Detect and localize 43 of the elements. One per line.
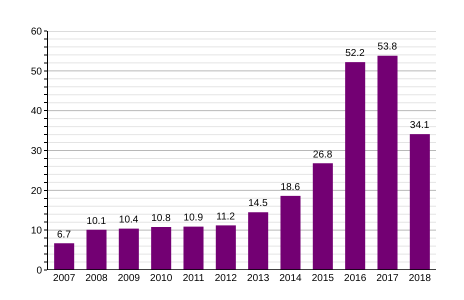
- x-tick-label: 2007: [53, 273, 76, 284]
- bar: [118, 228, 139, 270]
- data-label: 6.7: [56, 229, 72, 240]
- x-tick-label: 2017: [376, 273, 400, 284]
- bar: [216, 225, 236, 270]
- data-label: 26.8: [312, 149, 333, 160]
- data-label: 11.2: [216, 211, 236, 222]
- y-tick-label: 0: [36, 266, 42, 276]
- data-label: 14.5: [248, 198, 268, 210]
- x-tick-label: 2008: [85, 273, 108, 284]
- bar: [345, 62, 366, 270]
- bar: [280, 196, 301, 270]
- data-label: 10.9: [184, 212, 204, 224]
- x-tick-label: 2010: [150, 273, 173, 284]
- data-label: 10.8: [151, 212, 172, 224]
- x-tick-label: 2016: [344, 273, 367, 284]
- y-tick-label: 60: [30, 26, 42, 38]
- y-tick-label: 40: [30, 106, 42, 118]
- x-tick-label: 2011: [182, 273, 205, 284]
- data-label: 52.2: [345, 48, 366, 60]
- data-label: 53.8: [378, 42, 398, 53]
- x-tick-label: 2015: [312, 273, 334, 284]
- bar: [377, 56, 398, 270]
- x-tick-label: 2014: [279, 273, 302, 284]
- x-tick-label: 2018: [408, 273, 432, 284]
- data-label: 10.4: [118, 214, 139, 226]
- bar: [410, 134, 430, 270]
- bar: [86, 230, 107, 270]
- data-label: 34.1: [410, 120, 430, 132]
- bar: [312, 163, 333, 270]
- x-tick-label: 2009: [118, 273, 140, 284]
- bar: [54, 243, 74, 270]
- y-tick-label: 50: [30, 66, 42, 78]
- y-tick-label: 30: [30, 146, 42, 157]
- y-tick-label: 20: [30, 186, 42, 197]
- data-label: 18.6: [280, 182, 300, 193]
- data-label: 10.1: [86, 216, 106, 227]
- x-tick-label: 2013: [247, 273, 270, 284]
- x-tick-label: 2012: [214, 273, 238, 284]
- bar: [183, 226, 204, 270]
- bar: [151, 226, 172, 270]
- bar: [248, 212, 268, 270]
- y-tick-label: 10: [30, 226, 42, 237]
